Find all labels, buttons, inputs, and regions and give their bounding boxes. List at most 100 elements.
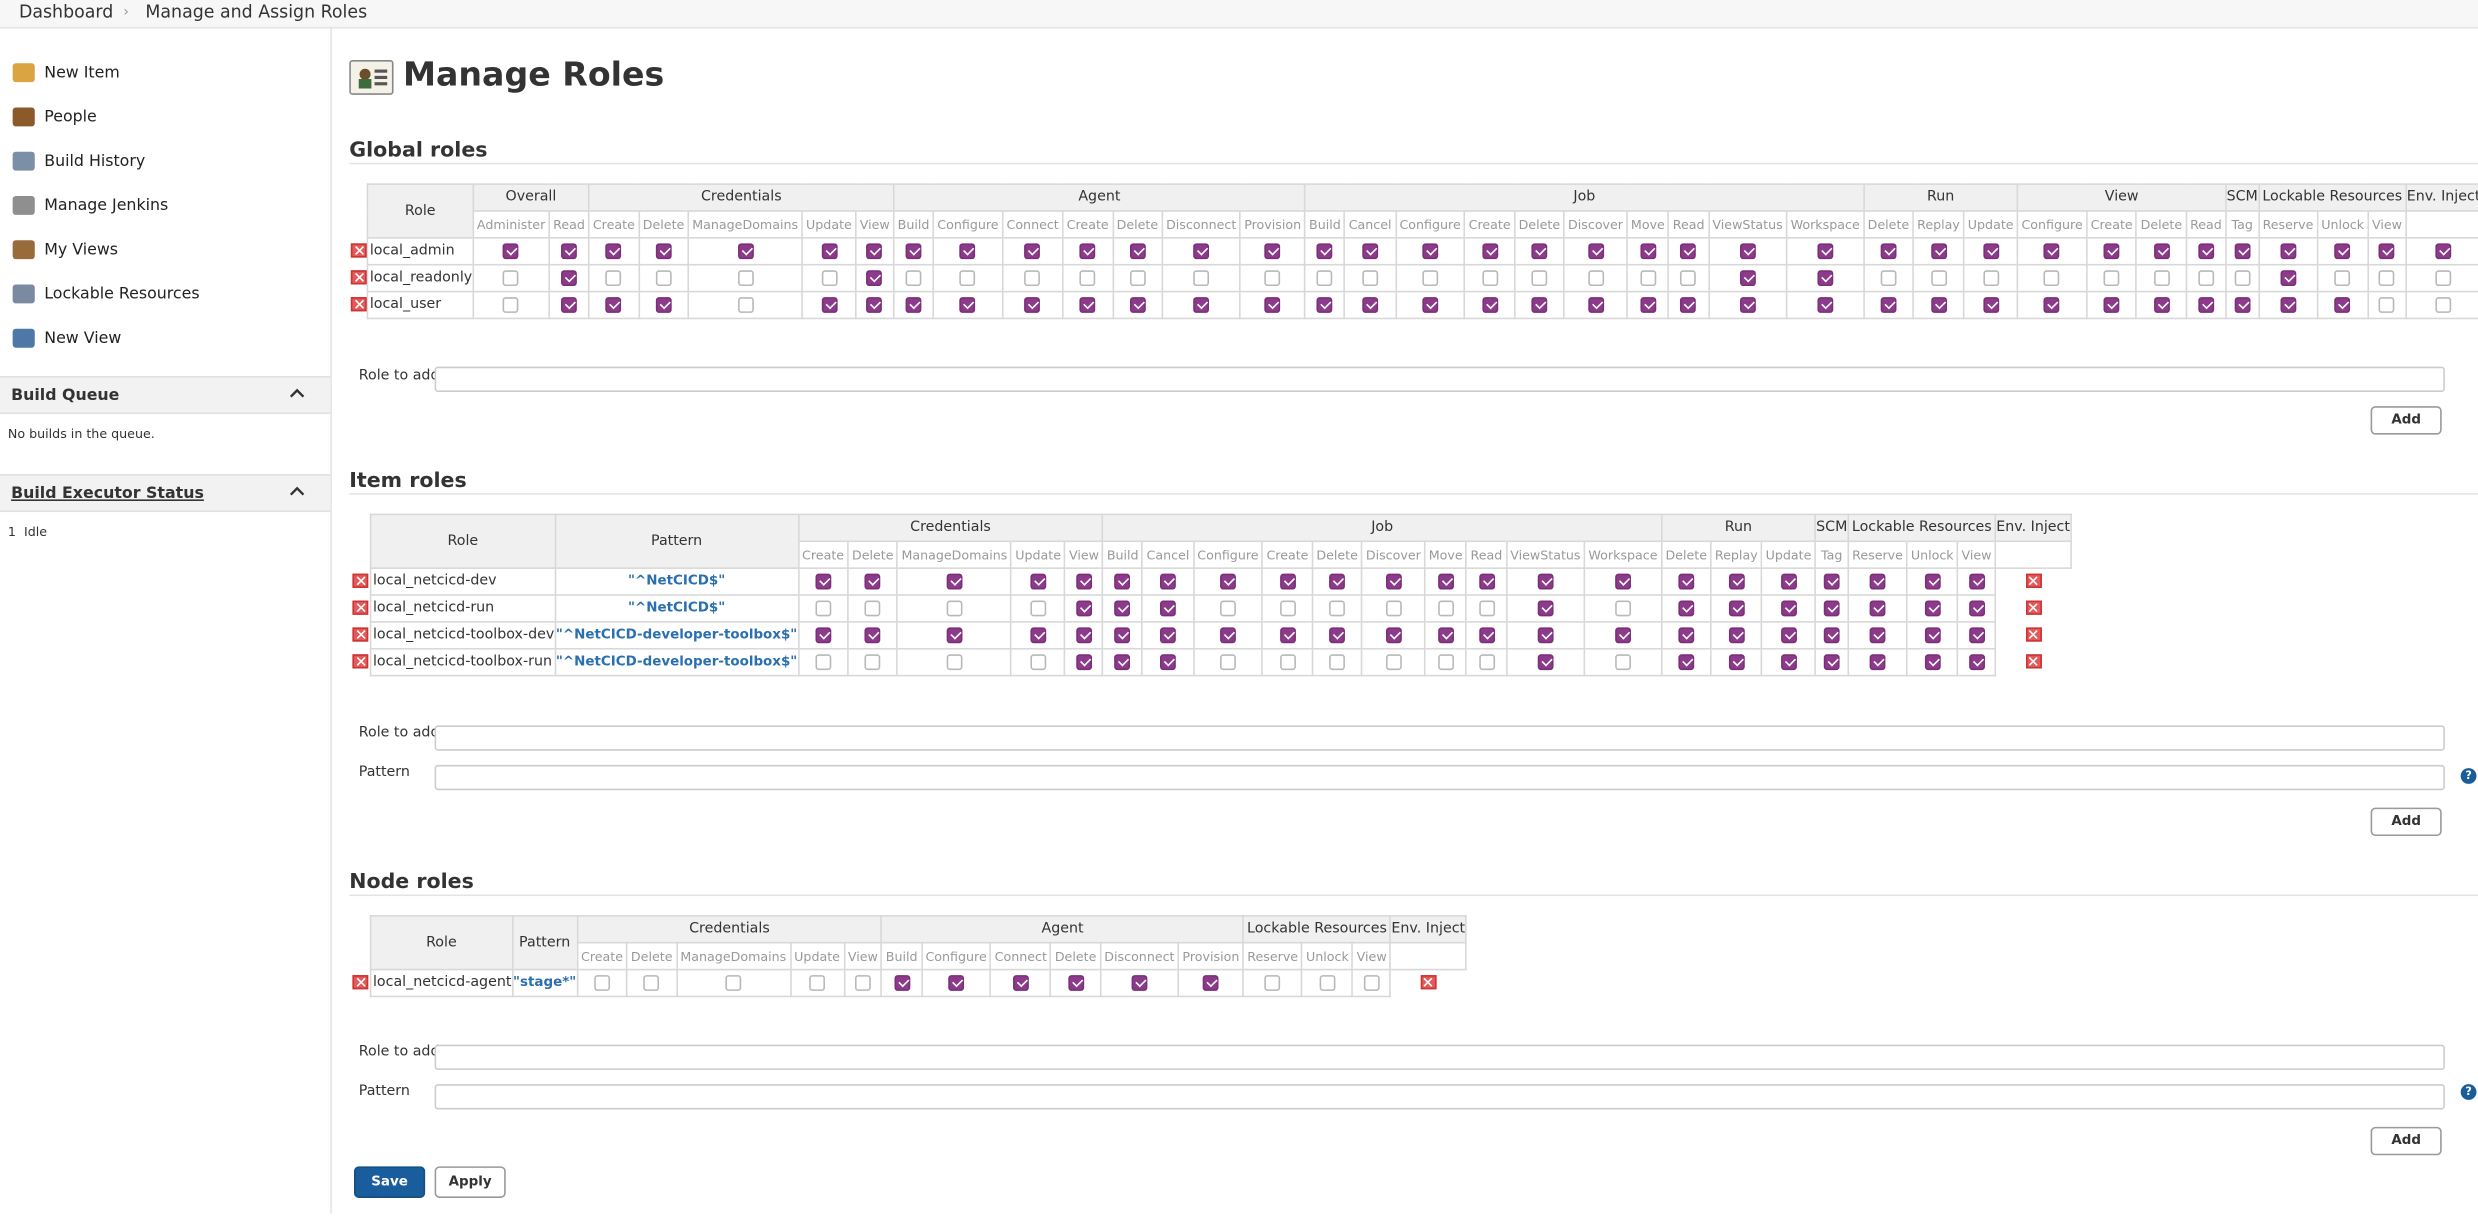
permission-checkbox[interactable] (1968, 653, 1985, 670)
delete-role-icon[interactable] (1420, 975, 1437, 990)
permission-checkbox[interactable] (1587, 242, 1604, 259)
sidebar-task-2[interactable]: Build History (12, 145, 145, 177)
permission-checkbox[interactable] (2280, 296, 2296, 313)
permission-checkbox[interactable] (2153, 296, 2170, 313)
permission-checkbox[interactable] (1982, 242, 1999, 259)
permission-checkbox[interactable] (1329, 573, 1346, 590)
permission-checkbox[interactable] (815, 627, 831, 643)
permission-checkbox[interactable] (1478, 600, 1495, 616)
permission-checkbox[interactable] (655, 242, 672, 259)
permission-checkbox[interactable] (1817, 269, 1834, 286)
permission-checkbox[interactable] (1780, 573, 1797, 590)
permission-checkbox[interactable] (1823, 600, 1840, 616)
permission-checkbox[interactable] (1030, 573, 1047, 590)
permission-checkbox[interactable] (809, 974, 825, 991)
permission-checkbox[interactable] (1531, 296, 1548, 313)
role-pattern-link[interactable]: "^NetCICD-developer-toolbox$" (554, 621, 799, 650)
permission-checkbox[interactable] (2044, 296, 2061, 313)
permission-checkbox[interactable] (1114, 600, 1131, 616)
permission-checkbox[interactable] (1317, 242, 1333, 259)
permission-checkbox[interactable] (1481, 269, 1498, 286)
permission-checkbox[interactable] (866, 296, 883, 313)
permission-checkbox[interactable] (1615, 653, 1631, 670)
permission-checkbox[interactable] (2103, 269, 2120, 286)
permission-checkbox[interactable] (1869, 653, 1886, 670)
permission-checkbox[interactable] (1076, 627, 1092, 643)
permission-checkbox[interactable] (948, 974, 964, 991)
permission-checkbox[interactable] (1422, 269, 1438, 286)
permission-checkbox[interactable] (643, 974, 660, 991)
permission-checkbox[interactable] (2153, 269, 2170, 286)
role-pattern-link[interactable]: "stage*" (511, 968, 578, 998)
permission-checkbox[interactable] (2435, 296, 2452, 313)
permission-checkbox[interactable] (2103, 242, 2120, 259)
permission-checkbox[interactable] (1279, 653, 1296, 670)
permission-checkbox[interactable] (1880, 296, 1897, 313)
delete-role-icon[interactable] (352, 654, 369, 669)
permission-checkbox[interactable] (1319, 974, 1336, 991)
permission-checkbox[interactable] (1587, 296, 1604, 313)
permission-checkbox[interactable] (737, 296, 754, 313)
permission-checkbox[interactable] (1880, 269, 1897, 286)
permission-checkbox[interactable] (1437, 600, 1454, 616)
permission-checkbox[interactable] (1481, 242, 1498, 259)
sidebar-task-1[interactable]: People (12, 101, 97, 133)
delete-role-icon[interactable] (352, 627, 369, 642)
item-role-to-add-input[interactable] (434, 725, 2445, 751)
permission-checkbox[interactable] (1880, 242, 1897, 259)
permission-checkbox[interactable] (503, 242, 519, 259)
permission-checkbox[interactable] (1823, 573, 1840, 590)
permission-checkbox[interactable] (864, 573, 881, 590)
permission-checkbox[interactable] (1193, 296, 1210, 313)
permission-checkbox[interactable] (815, 600, 831, 616)
permission-checkbox[interactable] (1982, 296, 1999, 313)
permission-checkbox[interactable] (864, 653, 881, 670)
permission-checkbox[interactable] (1279, 627, 1296, 643)
permission-checkbox[interactable] (821, 242, 837, 259)
permission-checkbox[interactable] (1012, 974, 1029, 991)
delete-role-icon[interactable] (2025, 600, 2042, 615)
permission-checkbox[interactable] (2198, 296, 2214, 313)
permission-checkbox[interactable] (1680, 296, 1697, 313)
permission-checkbox[interactable] (503, 269, 519, 286)
sidebar-task-6[interactable]: New View (12, 322, 122, 354)
permission-checkbox[interactable] (2435, 269, 2452, 286)
permission-checkbox[interactable] (561, 296, 577, 313)
permission-checkbox[interactable] (2044, 269, 2061, 286)
sidebar-task-3[interactable]: Manage Jenkins (12, 190, 168, 222)
permission-checkbox[interactable] (1728, 600, 1745, 616)
permission-checkbox[interactable] (1437, 653, 1454, 670)
item-pattern-input[interactable] (434, 764, 2445, 791)
permission-checkbox[interactable] (1129, 296, 1146, 313)
permission-checkbox[interactable] (1639, 242, 1656, 259)
permission-checkbox[interactable] (1739, 296, 1756, 313)
permission-checkbox[interactable] (1079, 269, 1096, 286)
permission-checkbox[interactable] (1363, 974, 1380, 991)
permission-checkbox[interactable] (893, 974, 910, 991)
permission-checkbox[interactable] (2379, 296, 2395, 313)
permission-checkbox[interactable] (1219, 627, 1236, 643)
permission-checkbox[interactable] (1422, 242, 1438, 259)
permission-checkbox[interactable] (1968, 573, 1985, 590)
permission-checkbox[interactable] (1385, 600, 1402, 616)
delete-role-icon[interactable] (2025, 627, 2042, 642)
delete-role-icon[interactable] (350, 270, 367, 285)
breadcrumb-dashboard[interactable]: Dashboard (18, 1, 114, 23)
permission-checkbox[interactable] (864, 600, 881, 616)
permission-checkbox[interactable] (605, 242, 622, 259)
permission-checkbox[interactable] (1160, 653, 1176, 670)
permission-checkbox[interactable] (2044, 242, 2061, 259)
permission-checkbox[interactable] (1531, 242, 1548, 259)
delete-role-icon[interactable] (350, 243, 367, 258)
permission-checkbox[interactable] (1024, 242, 1041, 259)
permission-checkbox[interactable] (1329, 627, 1346, 643)
permission-checkbox[interactable] (1780, 653, 1797, 670)
permission-checkbox[interactable] (1030, 600, 1047, 616)
permission-checkbox[interactable] (905, 242, 922, 259)
permission-checkbox[interactable] (655, 269, 672, 286)
permission-checkbox[interactable] (1869, 573, 1886, 590)
permission-checkbox[interactable] (960, 296, 976, 313)
permission-checkbox[interactable] (866, 269, 883, 286)
permission-checkbox[interactable] (594, 974, 610, 991)
permission-checkbox[interactable] (1481, 296, 1498, 313)
